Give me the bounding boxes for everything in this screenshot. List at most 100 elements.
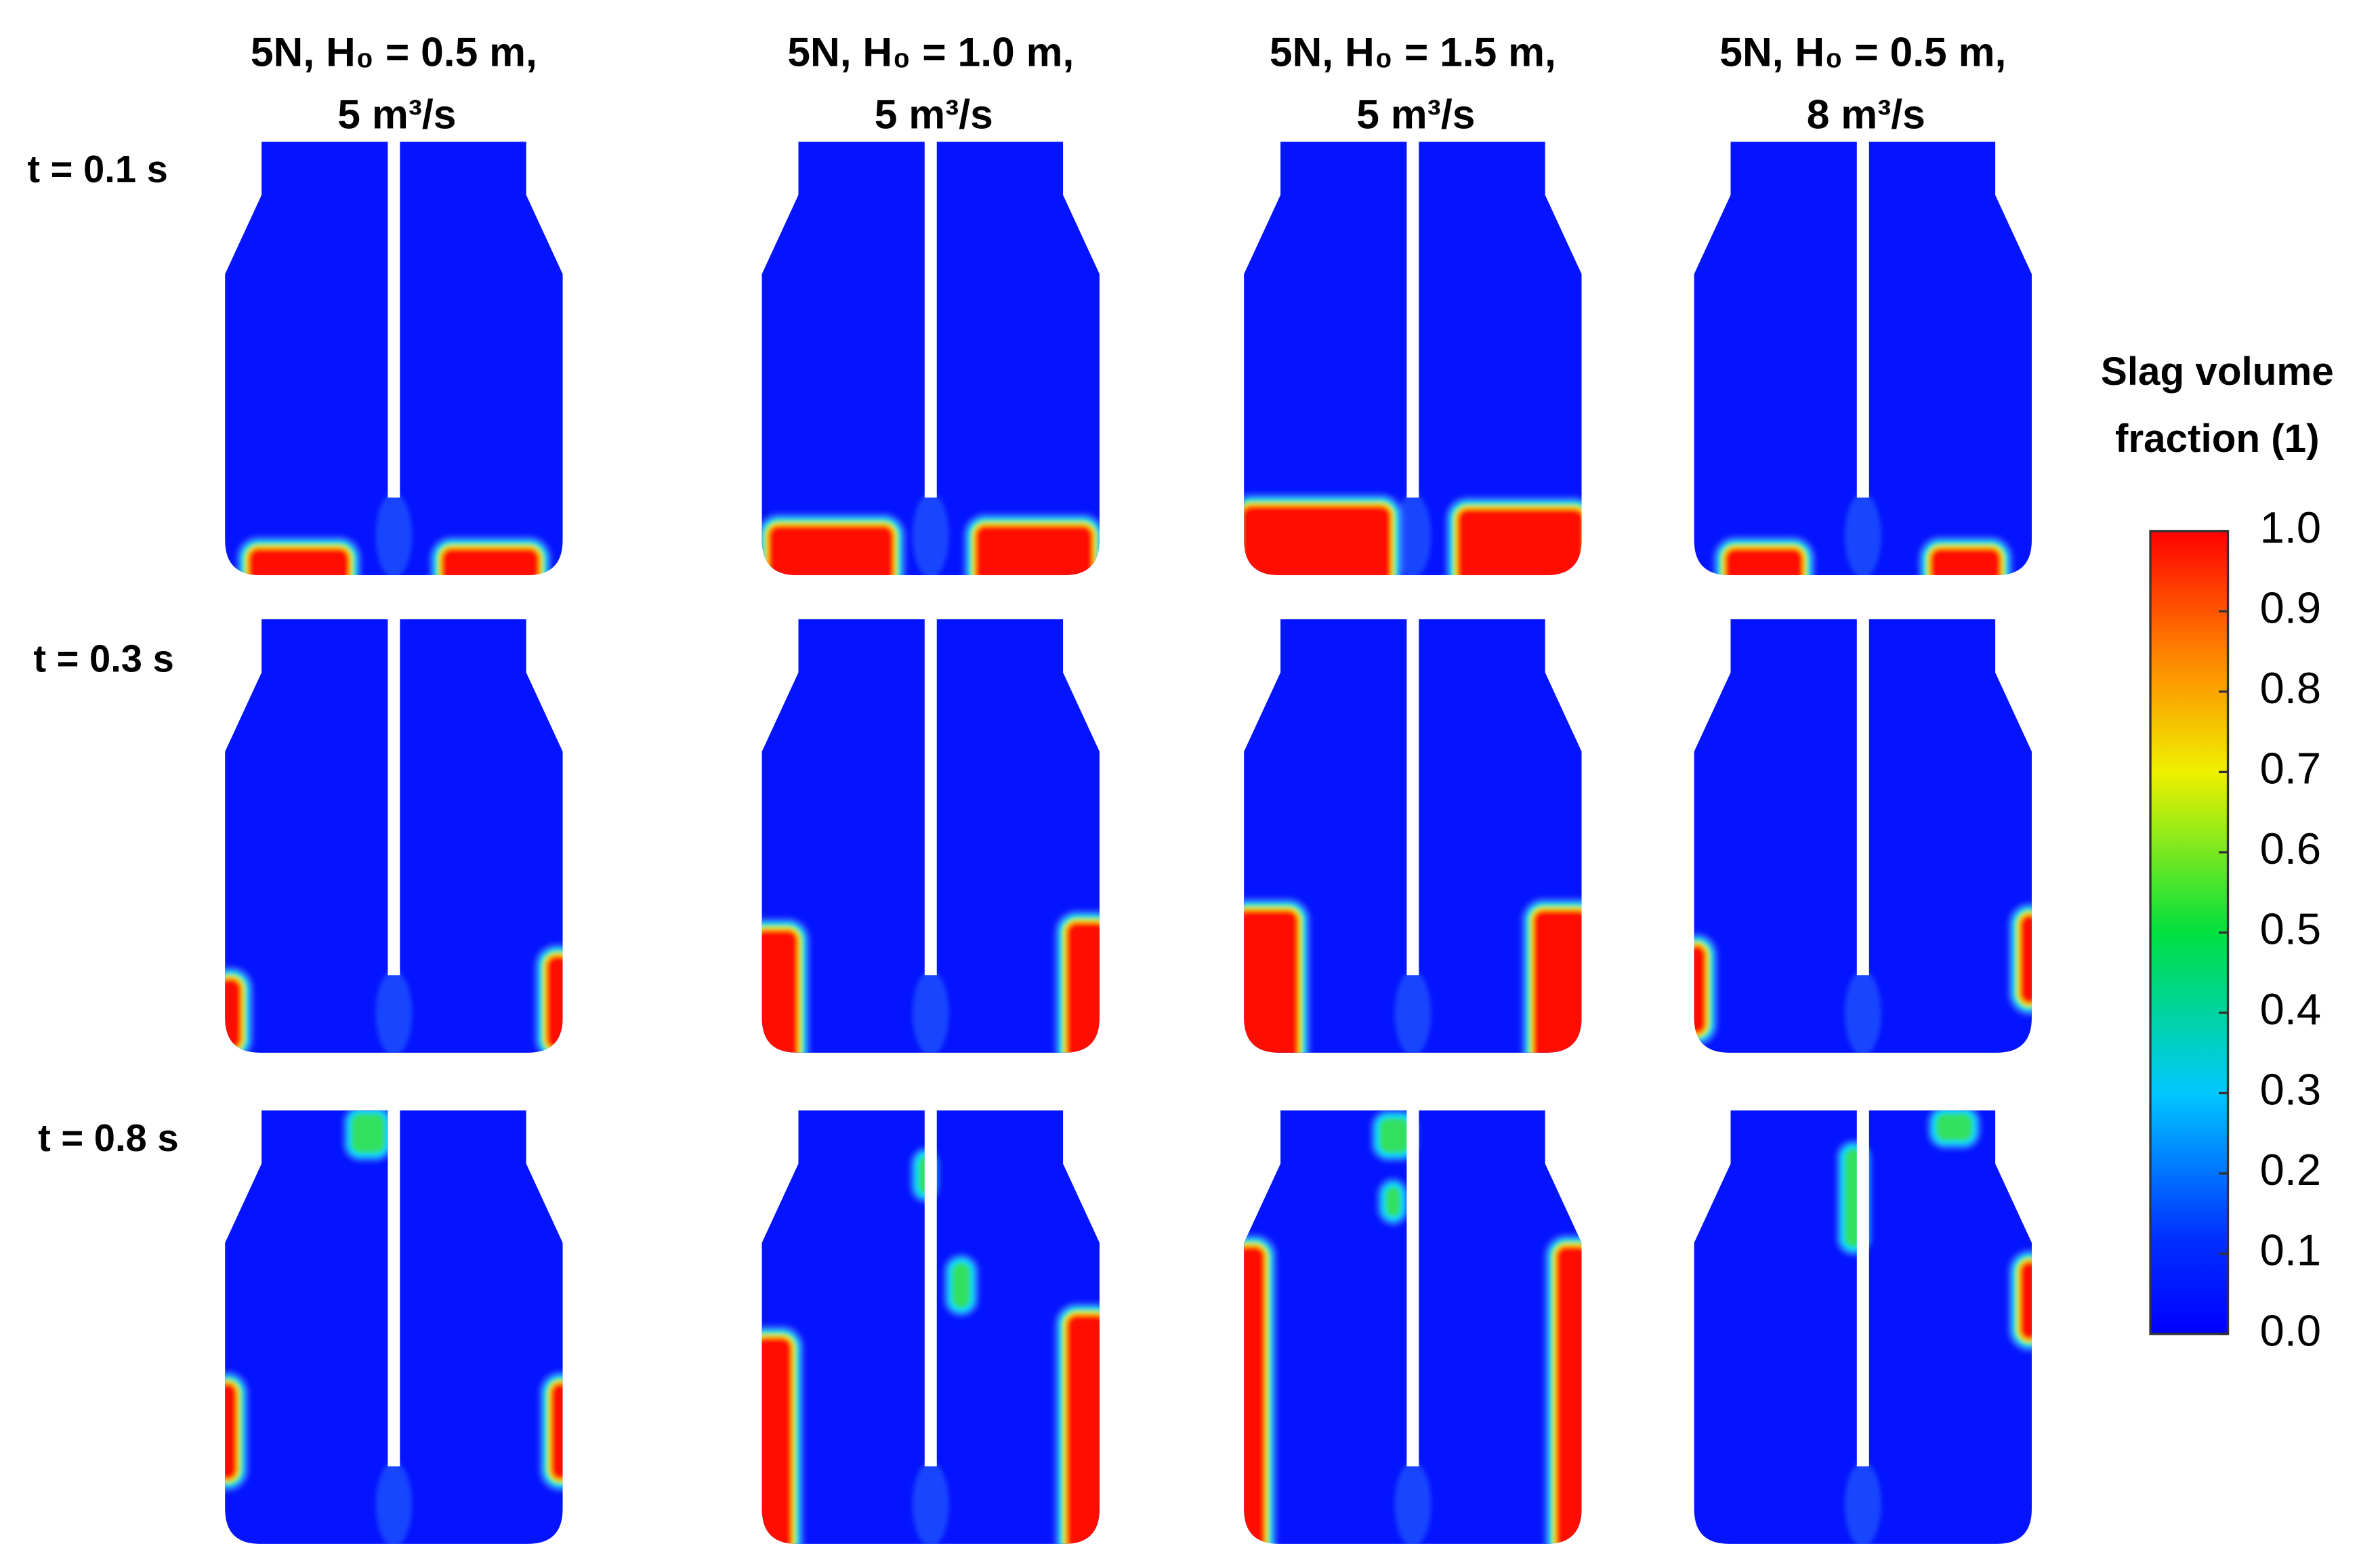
- slag-contour: [1458, 509, 1582, 575]
- colorbar-tick-label: 0.3: [2260, 1065, 2321, 1114]
- lance: [924, 1107, 937, 1467]
- row-label: t = 0.1 s: [27, 148, 167, 190]
- colorbar-tick-label: 0.8: [2260, 663, 2321, 713]
- simulation-panel: [1244, 138, 1582, 575]
- lance: [1856, 138, 1869, 498]
- slag-contour: [225, 980, 241, 1049]
- colorbar-tick-label: 0.4: [2260, 984, 2321, 1034]
- simulation-panel: [225, 1107, 563, 1544]
- slag-contour: [442, 549, 539, 575]
- jet-plume: [1394, 1461, 1432, 1544]
- slag-contour: [1557, 1247, 1582, 1544]
- slag-contour: [1244, 506, 1390, 575]
- slag-contour: [1379, 1118, 1410, 1153]
- simulation-panel: [761, 1107, 1100, 1544]
- colorbar-tick-label: 1.0: [2260, 503, 2321, 552]
- slag-field: [1244, 493, 1582, 575]
- slag-field: [1244, 897, 1582, 1053]
- simulation-panel: [761, 138, 1100, 575]
- colorbar-tick-label: 0.2: [2260, 1145, 2321, 1194]
- slag-contour: [1067, 1316, 1100, 1544]
- lance: [388, 1107, 400, 1467]
- column-header: 5 m³/s: [875, 91, 993, 137]
- lance: [924, 138, 937, 498]
- simulation-panel: [1694, 138, 2032, 575]
- jet-plume: [1844, 970, 1881, 1053]
- colorbar-tick-label: 0.9: [2260, 583, 2321, 633]
- slag-contour: [1936, 1113, 1973, 1142]
- colorbar-tick-label: 0.5: [2260, 904, 2321, 954]
- colorbar-tick-label: 0.0: [2260, 1305, 2321, 1355]
- row-label: t = 0.8 s: [38, 1116, 178, 1159]
- slag-contour: [351, 1113, 385, 1153]
- slag-contour: [1244, 911, 1297, 1053]
- slag-contour: [1694, 946, 1705, 1033]
- slag-contour: [1726, 549, 1803, 575]
- jet-plume: [912, 493, 949, 575]
- simulation-panel: [1244, 616, 1582, 1053]
- colorbar-tick-label: 0.7: [2260, 744, 2321, 793]
- slag-contour: [249, 549, 349, 575]
- jet-plume: [375, 493, 413, 575]
- colorbar-tick-label: 0.1: [2260, 1226, 2321, 1275]
- jet-plume: [1844, 493, 1881, 575]
- slag-field: [1244, 1110, 1582, 1544]
- lance: [1406, 1107, 1419, 1467]
- jet-plume: [912, 1461, 949, 1544]
- slag-contour: [1534, 911, 1582, 1053]
- lance: [924, 616, 937, 976]
- colorbar-tick-label: 0.6: [2260, 824, 2321, 873]
- column-header: 8 m³/s: [1807, 91, 1925, 137]
- colorbar-title: Slag volume: [2101, 350, 2334, 394]
- column-header: 5 m³/s: [1356, 91, 1475, 137]
- lance: [1406, 616, 1419, 976]
- simulation-panel: [1694, 616, 2032, 1053]
- slag-contour: [225, 1384, 236, 1479]
- column-header: 5N, H₀ = 0.5 m,: [1719, 28, 2006, 75]
- simulation-panel: [1694, 1107, 2032, 1544]
- slag-contour: [1385, 1186, 1401, 1217]
- lance: [1856, 1107, 1869, 1467]
- jet-plume: [1394, 970, 1432, 1053]
- jet-plume: [375, 970, 413, 1053]
- lance: [1406, 138, 1419, 498]
- slag-contour: [769, 526, 893, 575]
- slag-contour: [761, 1338, 791, 1544]
- colorbar-title: fraction (1): [2115, 417, 2320, 461]
- slag-contour: [761, 931, 797, 1053]
- simulation-panel: [1244, 1107, 1582, 1544]
- lance: [1856, 616, 1869, 976]
- jet-plume: [912, 970, 949, 1053]
- slag-contour: [1931, 549, 2000, 575]
- slag-contour: [547, 957, 563, 1049]
- row-label: t = 0.3 s: [33, 638, 173, 680]
- slag-contour: [976, 526, 1092, 575]
- simulation-panel: [225, 616, 563, 1053]
- lance: [388, 138, 400, 498]
- slag-field: [225, 1110, 563, 1544]
- slag-field: [761, 493, 1100, 575]
- slag-contour: [2021, 1262, 2032, 1339]
- jet-plume: [375, 1461, 413, 1544]
- slag-contour: [1067, 923, 1100, 1053]
- column-header: 5N, H₀ = 0.5 m,: [251, 28, 537, 75]
- slag-contour: [1244, 1247, 1264, 1544]
- column-header: 5N, H₀ = 1.5 m,: [1270, 28, 1556, 75]
- slag-field: [225, 943, 563, 1053]
- slag-contour: [551, 1384, 563, 1479]
- slag-field: [1694, 902, 2032, 1053]
- simulation-panel: [761, 616, 1100, 1053]
- column-header: 5 m³/s: [337, 91, 456, 137]
- slag-field: [235, 493, 552, 575]
- slag-contour: [2021, 915, 2032, 1003]
- slag-contour: [952, 1262, 971, 1308]
- slag-field: [1712, 493, 2014, 575]
- column-header: 5N, H₀ = 1.0 m,: [787, 28, 1074, 75]
- colorbar: [2149, 530, 2230, 1335]
- lance: [388, 616, 400, 976]
- jet-plume: [1844, 1461, 1881, 1544]
- simulation-panel: [225, 138, 563, 575]
- slag-field: [761, 909, 1100, 1053]
